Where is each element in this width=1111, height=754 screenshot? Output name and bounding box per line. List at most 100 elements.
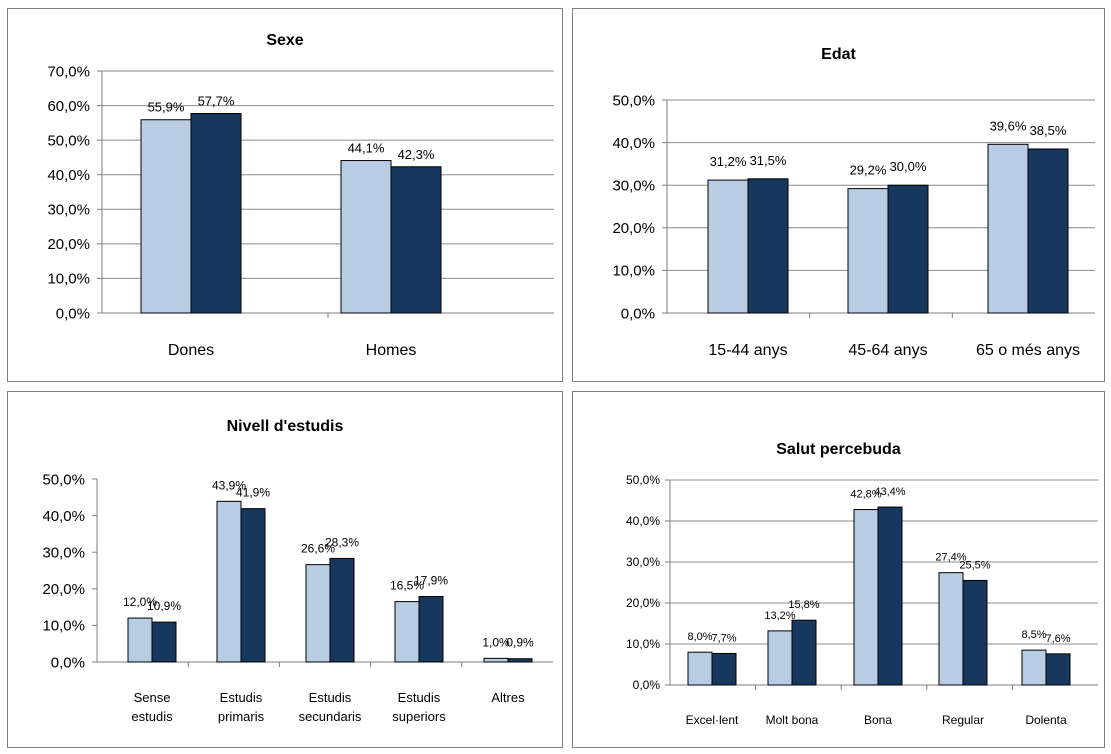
y-tick-label: 0,0%	[56, 305, 90, 322]
data-label: 13,2%	[764, 610, 795, 622]
x-category-label: Homes	[366, 342, 417, 359]
bar-series-1	[938, 572, 964, 686]
data-label: 7,6%	[1045, 633, 1070, 645]
y-tick-label: 20,0%	[42, 581, 85, 598]
bar-series-1	[305, 564, 331, 663]
chart-svg: Edat 0,0% 10,0% 20,0% 30,0% 40,0% 50,0% 31,2% 31…	[612, 46, 1095, 359]
bar-series-1	[216, 500, 242, 663]
y-tick-label: 30,0%	[626, 555, 660, 569]
bar-series-1	[394, 601, 420, 663]
bar-series-1	[340, 160, 392, 314]
y-tick-label: 30,0%	[47, 202, 90, 219]
bar-series-2	[887, 184, 929, 314]
y-tick-label: 0,0%	[633, 678, 661, 692]
x-category-label: Estudis secundaris	[299, 690, 362, 724]
data-label: 41,9%	[236, 486, 270, 500]
data-label: 17,9%	[414, 573, 448, 587]
bar-series-1	[140, 119, 192, 314]
data-label: 27,4%	[935, 552, 966, 564]
data-label: 38,5%	[1030, 123, 1067, 138]
bar-series-1	[847, 188, 889, 314]
x-category-label: Dones	[168, 342, 214, 359]
bar-series-2	[507, 658, 533, 663]
data-label: 42,3%	[398, 147, 435, 162]
chart-svg: Nivell d'estudis 0,0% 10,0% 20,0% 30,0% 40,0%…	[42, 418, 553, 724]
data-label: 57,7%	[198, 94, 235, 109]
data-label: 42,8%	[850, 489, 881, 501]
bar-series-2	[190, 113, 242, 314]
bar-series-1	[987, 143, 1029, 314]
bar-series-2	[240, 508, 266, 663]
data-label: 7,7%	[711, 632, 736, 644]
y-tick-label: 40,0%	[612, 135, 655, 152]
data-label: 44,1%	[348, 141, 385, 156]
data-label: 43,9%	[212, 478, 246, 492]
y-tick-label: 20,0%	[626, 596, 660, 610]
x-category-label: 15-44 anys	[708, 342, 787, 359]
chart-title: Salut percebuda	[776, 441, 901, 458]
y-tick-label: 30,0%	[612, 177, 655, 194]
chart-panel-edat: Edat 0,0% 10,0% 20,0% 30,0% 40,0% 50,0% 31,2% 31…	[572, 8, 1105, 382]
y-tick-label: 50,0%	[42, 471, 85, 488]
data-label: 31,5%	[750, 153, 787, 168]
bar-series-2	[1027, 148, 1069, 314]
y-tick-label: 10,0%	[626, 637, 660, 651]
bar-series-2	[390, 166, 442, 314]
bar-series-1	[853, 509, 879, 686]
x-category-label: Regular	[942, 713, 984, 727]
data-label: 29,2%	[850, 163, 887, 178]
data-label: 15,8%	[788, 599, 819, 611]
y-tick-label: 40,0%	[626, 514, 660, 528]
bar-series-1	[687, 651, 713, 686]
y-tick-label: 0,0%	[51, 654, 85, 671]
y-tick-label: 50,0%	[47, 132, 90, 149]
bar-series-2	[1045, 653, 1071, 686]
data-label: 8,0%	[687, 631, 712, 643]
x-category-label: Altres	[491, 690, 525, 705]
data-label: 28,3%	[325, 535, 359, 549]
y-tick-label: 10,0%	[42, 618, 85, 635]
chart-panel-sexe: Sexe 0,0% 10,0% 20,0% 30,0% 40,0% 50,0% 60,0% 70…	[7, 8, 563, 382]
data-label: 10,9%	[147, 599, 181, 613]
x-category-label: Excel·lent	[686, 713, 739, 727]
bar-series-1	[767, 630, 793, 686]
data-label: 26,6%	[301, 542, 335, 556]
chart-panel-salut-percebuda: Salut percebuda 0,0% 10,0% 20,0% 30,0% 40,0% 5…	[572, 391, 1105, 748]
data-label: 25,5%	[959, 559, 990, 571]
y-tick-label: 20,0%	[612, 220, 655, 237]
x-category-label: Dolenta	[1025, 713, 1067, 727]
bar-series-1	[127, 617, 153, 663]
y-tick-label: 40,0%	[47, 167, 90, 184]
y-tick-label: 30,0%	[42, 544, 85, 561]
y-tick-label: 50,0%	[612, 92, 655, 109]
bar-series-2	[151, 621, 177, 663]
data-label: 1,0%	[482, 635, 510, 649]
x-category-label: Bona	[864, 713, 892, 727]
chart-title: Sexe	[266, 32, 303, 49]
chart-svg: Salut percebuda 0,0% 10,0% 20,0% 30,0% 40,0% 5…	[626, 441, 1098, 727]
y-tick-label: 10,0%	[612, 263, 655, 280]
y-tick-label: 20,0%	[47, 236, 90, 253]
x-category-label: Estudis primaris	[218, 690, 265, 724]
chart-title: Edat	[821, 46, 856, 63]
chart-panel-nivell-estudis: Nivell d'estudis 0,0% 10,0% 20,0% 30,0% 40,0%…	[7, 391, 563, 748]
bar-series-2	[418, 595, 444, 663]
data-label: 39,6%	[990, 118, 1027, 133]
bar-series-2	[329, 557, 355, 663]
bar-series-2	[962, 579, 988, 686]
x-category-label: Molt bona	[766, 713, 819, 727]
y-tick-label: 70,0%	[47, 63, 90, 80]
data-label: 31,2%	[710, 154, 747, 169]
data-label: 0,9%	[506, 636, 534, 650]
data-label: 30,0%	[890, 159, 927, 174]
bar-series-2	[791, 619, 817, 686]
data-label: 55,9%	[148, 100, 185, 115]
data-label: 12,0%	[123, 595, 157, 609]
y-tick-label: 40,0%	[42, 508, 85, 525]
bar-series-1	[1021, 649, 1047, 686]
x-category-label: 65 o més anys	[976, 342, 1080, 359]
data-label: 43,4%	[874, 486, 905, 498]
y-tick-label: 10,0%	[47, 271, 90, 288]
y-tick-label: 50,0%	[626, 473, 660, 487]
bar-series-2	[747, 178, 789, 314]
